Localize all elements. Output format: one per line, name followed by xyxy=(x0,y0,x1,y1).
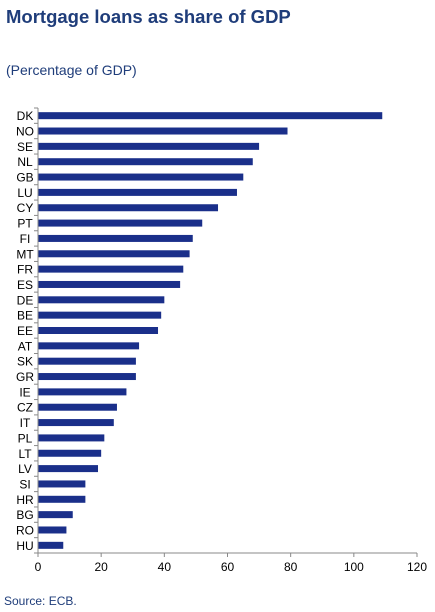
x-tick-label-40: 40 xyxy=(158,560,172,574)
category-label-cy: CY xyxy=(17,201,34,215)
category-label-dk: DK xyxy=(17,109,34,123)
bar-nl xyxy=(38,158,253,166)
bar-se xyxy=(38,142,260,150)
bar-ee xyxy=(38,327,159,334)
category-label-be: BE xyxy=(17,309,33,323)
bar-de xyxy=(38,296,165,304)
category-label-si: SI xyxy=(19,477,30,491)
category-label-fr: FR xyxy=(17,263,33,277)
bar-dk xyxy=(38,112,383,120)
category-label-es: ES xyxy=(17,278,33,292)
bar-cz xyxy=(38,403,117,411)
category-label-se: SE xyxy=(17,140,33,154)
bar-lt xyxy=(38,449,102,457)
category-label-gr: GR xyxy=(16,370,34,384)
x-tick-label-80: 80 xyxy=(284,560,298,574)
category-label-lt: LT xyxy=(18,447,32,461)
bar-cy xyxy=(38,204,219,212)
category-label-lv: LV xyxy=(18,462,32,476)
bar-at xyxy=(38,342,140,350)
category-label-mt: MT xyxy=(16,247,34,261)
x-tick-label-0: 0 xyxy=(35,560,42,574)
bar-lv xyxy=(38,465,99,473)
bar-ro xyxy=(38,526,67,534)
category-label-it: IT xyxy=(20,416,31,430)
category-label-lu: LU xyxy=(17,186,32,200)
category-label-ro: RO xyxy=(16,523,34,537)
bar-it xyxy=(38,419,114,427)
bar-fi xyxy=(38,234,193,242)
category-label-fi: FI xyxy=(20,232,31,246)
category-label-pt: PT xyxy=(17,217,33,231)
category-label-pl: PL xyxy=(18,431,33,445)
category-label-ie: IE xyxy=(19,385,30,399)
bar-fr xyxy=(38,265,184,273)
bar-lu xyxy=(38,188,237,196)
bar-pl xyxy=(38,434,105,442)
bars-layer xyxy=(38,112,383,549)
category-label-de: DE xyxy=(17,293,34,307)
category-label-sk: SK xyxy=(17,355,33,369)
bar-mt xyxy=(38,250,190,258)
category-label-hu: HU xyxy=(16,539,33,553)
chart-title: Mortgage loans as share of GDP xyxy=(6,6,291,27)
bar-be xyxy=(38,311,162,319)
category-label-ee: EE xyxy=(17,324,33,338)
category-label-hr: HR xyxy=(16,493,34,507)
bar-sk xyxy=(38,357,136,365)
x-tick-label-20: 20 xyxy=(94,560,108,574)
bar-no xyxy=(38,127,288,135)
bar-si xyxy=(38,480,86,488)
bar-gr xyxy=(38,373,136,381)
chart-subtitle: (Percentage of GDP) xyxy=(6,62,137,78)
x-axis: 0 20 40 60 80 100 120 xyxy=(34,107,427,574)
x-tick-label-120: 120 xyxy=(407,560,427,574)
bar-hu xyxy=(38,541,64,549)
category-label-nl: NL xyxy=(17,155,33,169)
x-tick-label-100: 100 xyxy=(344,560,364,574)
bar-ie xyxy=(38,388,127,396)
x-tick-label-60: 60 xyxy=(221,560,235,574)
category-label-cz: CZ xyxy=(17,401,33,415)
bar-hr xyxy=(38,495,86,503)
category-label-no: NO xyxy=(16,125,34,139)
bar-bg xyxy=(38,511,73,519)
category-label-at: AT xyxy=(18,339,33,353)
category-label-gb: GB xyxy=(16,171,33,185)
source-note: Source: ECB. xyxy=(4,594,77,608)
bar-gb xyxy=(38,173,244,181)
bar-es xyxy=(38,280,181,288)
category-label-bg: BG xyxy=(16,508,33,522)
bar-pt xyxy=(38,219,203,227)
